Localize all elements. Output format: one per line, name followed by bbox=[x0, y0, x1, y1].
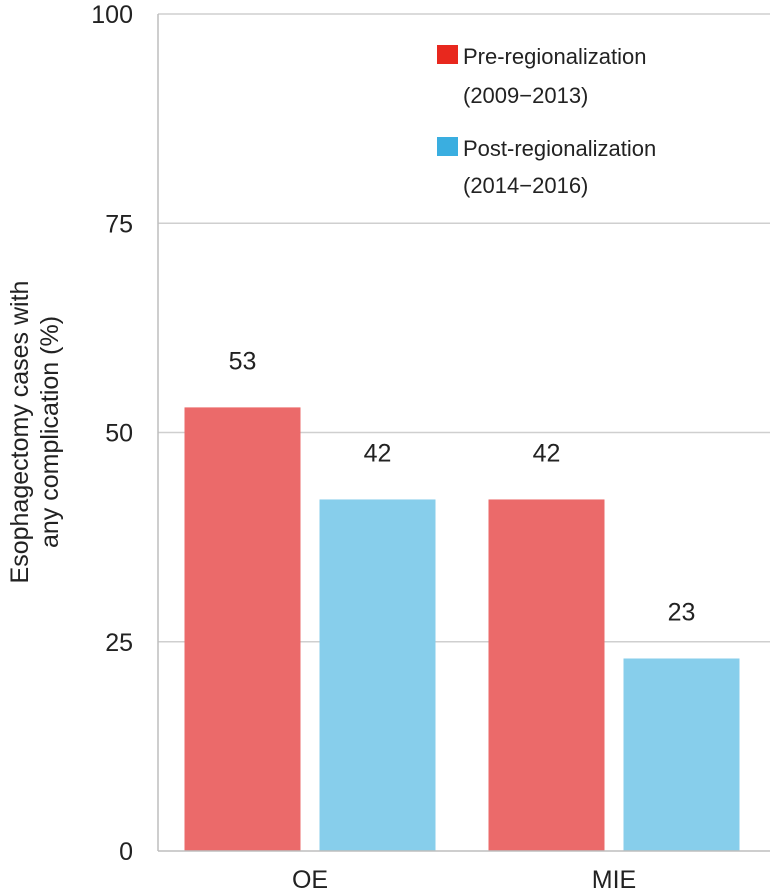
legend-label-pre-line1: Pre-regionalization bbox=[463, 44, 646, 69]
legend-label-pre-line2: (2009−2013) bbox=[463, 83, 588, 108]
data-label-oe-postregionalization: 42 bbox=[364, 439, 392, 467]
axes bbox=[157, 14, 770, 852]
data-label-oe-preregionalization: 53 bbox=[229, 347, 257, 375]
legend-label-post-line2: (2014−2016) bbox=[463, 173, 588, 198]
data-labels: 53 42 42 23 bbox=[229, 347, 696, 626]
x-category-label-oe: OE bbox=[292, 866, 328, 894]
bar-mie-preregionalization bbox=[488, 499, 605, 851]
x-category-label-mie: MIE bbox=[592, 866, 636, 894]
y-axis-title-line1: Esophagectomy cases with bbox=[6, 281, 34, 584]
bars bbox=[184, 407, 740, 851]
legend: Pre-regionalization (2009−2013) Post-reg… bbox=[437, 44, 656, 198]
data-label-mie-preregionalization: 42 bbox=[533, 439, 561, 467]
y-tick-label-50: 50 bbox=[105, 420, 133, 448]
y-tick-label-100: 100 bbox=[91, 1, 133, 29]
bar-oe-postregionalization bbox=[319, 499, 436, 851]
y-tick-label-0: 0 bbox=[119, 838, 133, 866]
y-tick-label-25: 25 bbox=[105, 629, 133, 657]
legend-label-post-line1: Post-regionalization bbox=[463, 136, 656, 161]
x-category-labels: OE MIE bbox=[292, 866, 636, 894]
bar-oe-preregionalization bbox=[184, 407, 301, 851]
legend-swatch-pre bbox=[437, 45, 458, 64]
data-label-mie-postregionalization: 23 bbox=[668, 598, 696, 626]
bar-mie-postregionalization bbox=[623, 658, 740, 851]
y-axis-title-line2: any complication (%) bbox=[36, 316, 64, 548]
y-tick-label-75: 75 bbox=[105, 210, 133, 238]
y-tick-labels: 0 25 50 75 100 bbox=[91, 1, 133, 866]
y-axis-title: Esophagectomy cases with any complicatio… bbox=[6, 281, 64, 584]
legend-swatch-post bbox=[437, 137, 458, 156]
